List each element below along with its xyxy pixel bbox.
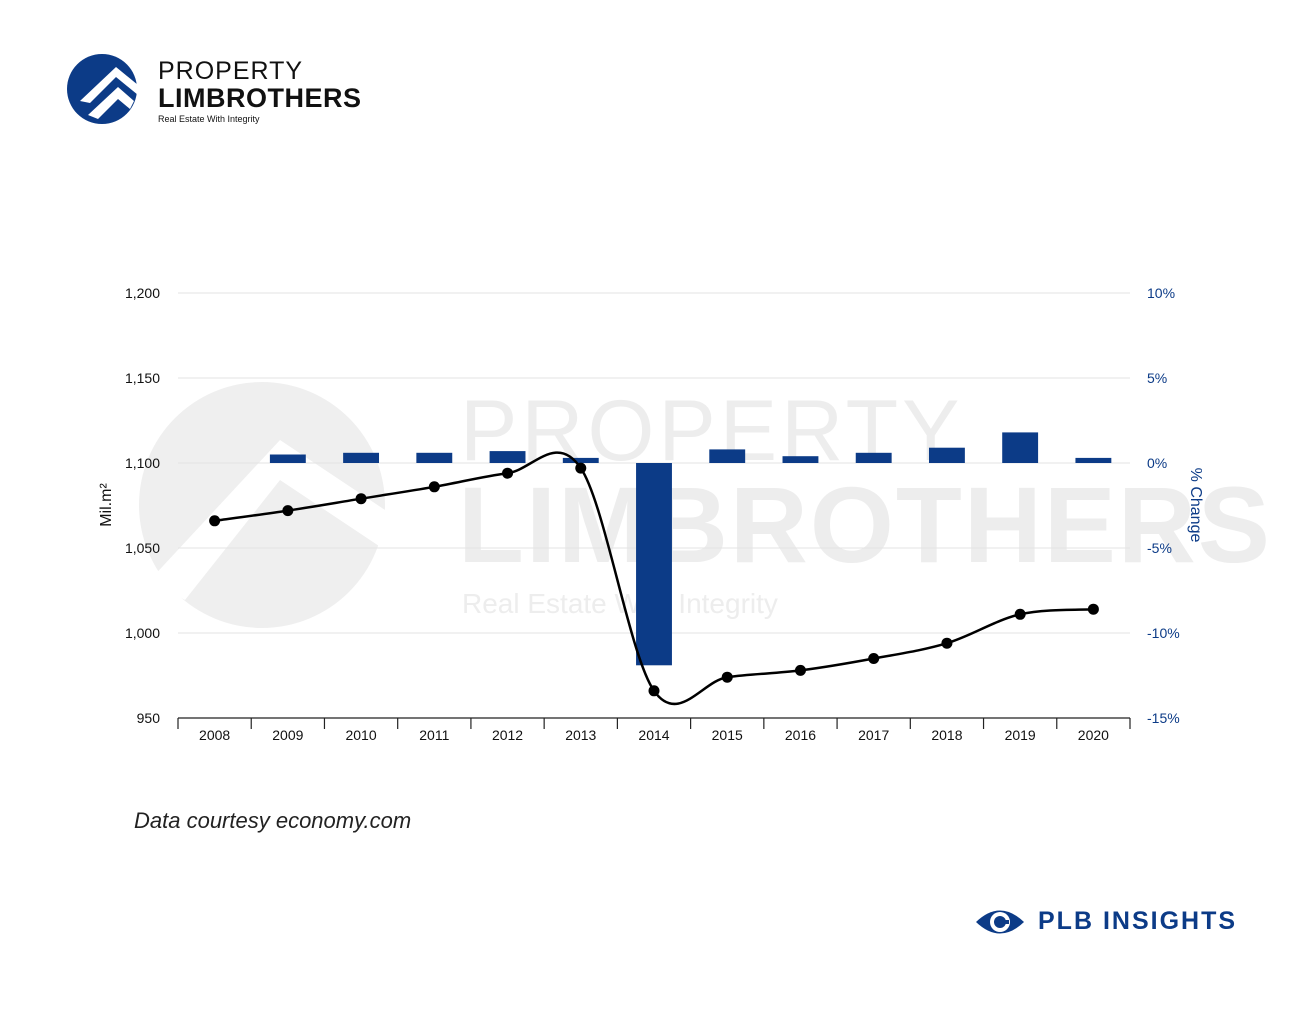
line-point [1087, 603, 1099, 615]
watermark: PROPERTY LIMBROTHERS Real Estate With In… [139, 382, 1272, 628]
source-note: Data courtesy economy.com [134, 808, 412, 833]
bar [636, 463, 672, 666]
bar [1002, 432, 1039, 463]
left-axis-ticks: 1,200 1,150 1,100 1,050 1,000 950 [125, 285, 160, 726]
y2-tick-label: 10% [1147, 285, 1175, 301]
line-path [214, 451, 1094, 706]
x-tick-label: 2008 [199, 727, 230, 743]
x-tick-label: 2020 [1078, 727, 1109, 743]
line-point [1014, 608, 1026, 620]
plb-insights-logo: PLB INSIGHTS [974, 903, 1244, 943]
x-tick-label: 2018 [931, 727, 962, 743]
line-point [794, 664, 806, 676]
x-tick-label: 2015 [712, 727, 743, 743]
axes [177, 717, 1131, 729]
x-tick-label: 2013 [565, 727, 596, 743]
bar [562, 457, 599, 463]
y-tick-label: 1,150 [125, 370, 160, 386]
y-axis-title: Mil.m² [98, 483, 115, 527]
brand-name-main: LIMBROTHERS [158, 83, 362, 113]
y-tick-label: 1,050 [125, 540, 160, 556]
line-point [209, 515, 221, 527]
bar [1075, 457, 1112, 463]
x-tick-label: 2009 [272, 727, 303, 743]
line-point [575, 462, 587, 474]
x-tick-label: 2017 [858, 727, 889, 743]
line-point [721, 671, 733, 683]
x-tick-label: 2012 [492, 727, 523, 743]
y2-tick-label: 5% [1147, 370, 1167, 386]
x-axis-ticks: 2008 2009 2010 2011 2012 2013 2014 2015 2016 2017… [199, 727, 1109, 743]
bar [416, 452, 453, 463]
bar-series [269, 432, 1112, 666]
watermark-roof [150, 440, 400, 600]
eye-icon [976, 910, 1024, 934]
line-point [941, 637, 953, 649]
line-series [209, 451, 1099, 706]
bar [269, 454, 306, 463]
brand-tagline: Real Estate With Integrity [158, 114, 260, 124]
y2-tick-label: -10% [1147, 625, 1180, 641]
brand-logo: PROPERTY LIMBROTHERS Real Estate With In… [66, 53, 386, 133]
line-point [868, 653, 880, 664]
bar [782, 456, 819, 463]
right-axis-ticks: 10% 5% 0% -5% -10% -15% [1147, 285, 1180, 726]
y2-tick-label: 0% [1147, 455, 1167, 471]
y2-tick-label: -15% [1147, 710, 1180, 726]
x-tick-label: 2011 [419, 727, 449, 743]
line-point [428, 481, 440, 493]
y-tick-label: 1,200 [125, 285, 160, 301]
x-tick-label: 2014 [638, 727, 669, 743]
line-point [502, 467, 514, 479]
y2-tick-label: -5% [1147, 540, 1172, 556]
house-roof-icon [67, 54, 138, 124]
bar [489, 451, 526, 463]
x-tick-label: 2010 [345, 727, 376, 743]
line-point [282, 505, 294, 517]
bar [928, 447, 965, 463]
bar [343, 452, 380, 463]
x-tick-label: 2016 [785, 727, 816, 743]
x-tick-label: 2019 [1005, 727, 1036, 743]
y-tick-label: 1,100 [125, 455, 160, 471]
watermark-main: LIMBROTHERS [458, 464, 1272, 585]
y-tick-label: 950 [137, 710, 161, 726]
insights-brand-text: PLB INSIGHTS [1038, 907, 1238, 935]
bar [855, 452, 892, 463]
bar [709, 449, 746, 463]
line-point [648, 685, 660, 697]
line-point [355, 493, 367, 505]
y-tick-label: 1,000 [125, 625, 160, 641]
brand-name-top: PROPERTY [158, 57, 304, 85]
y2-axis-title: % Change [1187, 468, 1204, 543]
